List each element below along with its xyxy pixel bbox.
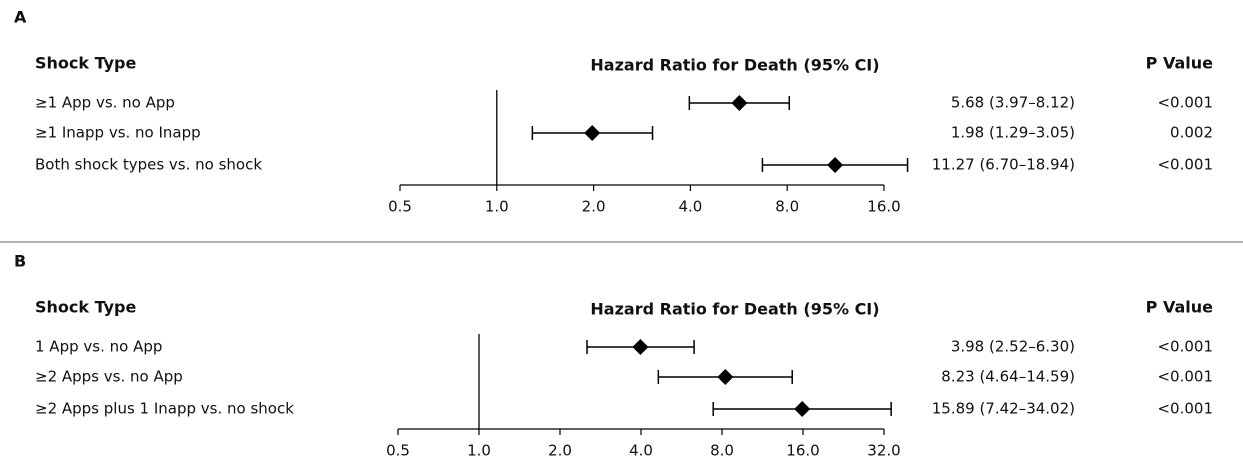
x-tick-label: 8.0 <box>710 442 734 457</box>
p-value: 0.002 <box>1170 124 1213 142</box>
row-label: 1 App vs. no App <box>35 338 162 356</box>
row-label: ≥1 Inapp vs. no Inapp <box>35 124 201 142</box>
x-tick-label: 0.5 <box>386 442 410 457</box>
point-estimate <box>731 95 748 111</box>
row-label: ≥1 App vs. no App <box>35 94 175 112</box>
row-header: Shock Type <box>35 54 137 73</box>
point-estimate <box>632 339 649 355</box>
value-label: 15.89 (7.42–34.02) <box>932 400 1075 418</box>
x-tick-label: 1.0 <box>467 442 491 457</box>
p-value: <0.001 <box>1157 400 1213 418</box>
point-estimate <box>827 157 844 173</box>
panel-label: A <box>14 8 27 27</box>
x-tick-label: 1.0 <box>485 198 509 216</box>
row-label: Both shock types vs. no shock <box>35 156 262 174</box>
x-tick-label: 32.0 <box>867 442 900 457</box>
p-value: <0.001 <box>1157 156 1213 174</box>
point-estimate <box>584 125 601 141</box>
p-header: P Value <box>1146 54 1213 73</box>
x-tick-label: 0.5 <box>388 198 412 216</box>
x-tick-label: 16.0 <box>867 198 900 216</box>
x-tick-label: 4.0 <box>678 198 702 216</box>
p-header: P Value <box>1146 298 1213 317</box>
x-axis-title: Hazard Ratio for Death (95% CI) <box>590 300 879 319</box>
panel-label: B <box>14 252 26 271</box>
x-tick-label: 2.0 <box>548 442 572 457</box>
point-estimate <box>794 401 811 417</box>
point-estimate <box>717 369 734 385</box>
x-tick-label: 4.0 <box>629 442 653 457</box>
x-tick-label: 2.0 <box>582 198 606 216</box>
x-axis-title: Hazard Ratio for Death (95% CI) <box>590 56 879 75</box>
p-value: <0.001 <box>1157 338 1213 356</box>
value-label: 11.27 (6.70–18.94) <box>932 156 1075 174</box>
row-label: ≥2 Apps plus 1 Inapp vs. no shock <box>35 400 294 418</box>
x-tick-label: 16.0 <box>786 442 819 457</box>
value-label: 3.98 (2.52–6.30) <box>951 338 1075 356</box>
value-label: 1.98 (1.29–3.05) <box>951 124 1075 142</box>
value-label: 8.23 (4.64–14.59) <box>941 368 1075 386</box>
p-value: <0.001 <box>1157 368 1213 386</box>
value-label: 5.68 (3.97–8.12) <box>951 94 1075 112</box>
p-value: <0.001 <box>1157 94 1213 112</box>
row-label: ≥2 Apps vs. no App <box>35 368 183 386</box>
row-header: Shock Type <box>35 298 137 317</box>
x-tick-label: 8.0 <box>775 198 799 216</box>
